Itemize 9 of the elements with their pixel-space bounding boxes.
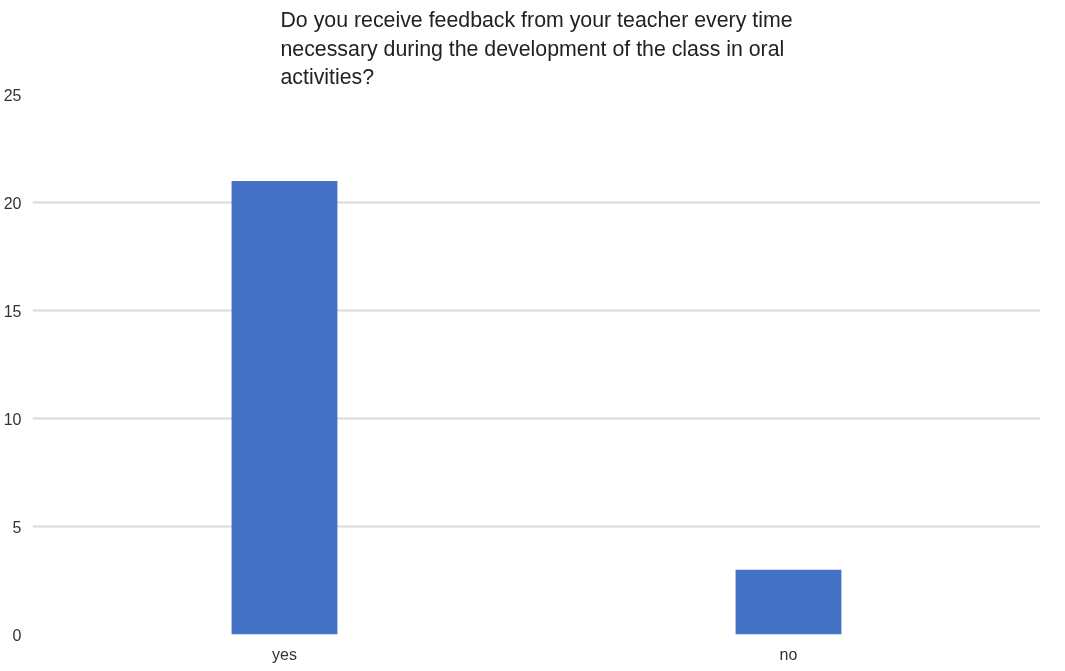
y-tick-label: 5 — [12, 518, 22, 536]
chart-title: Do you receive feedback from your teacher every time necessary during the development of the class in oral activities? — [280, 7, 793, 90]
x-tick-label: yes — [272, 645, 297, 663]
y-tick-label: 10 — [3, 410, 22, 428]
y-tick-label: 0 — [12, 626, 22, 644]
y-tick-label: 15 — [3, 302, 22, 320]
y-tick-label: 20 — [3, 194, 22, 212]
x-tick-label: no — [779, 645, 798, 663]
y-tick-label: 25 — [3, 86, 22, 104]
